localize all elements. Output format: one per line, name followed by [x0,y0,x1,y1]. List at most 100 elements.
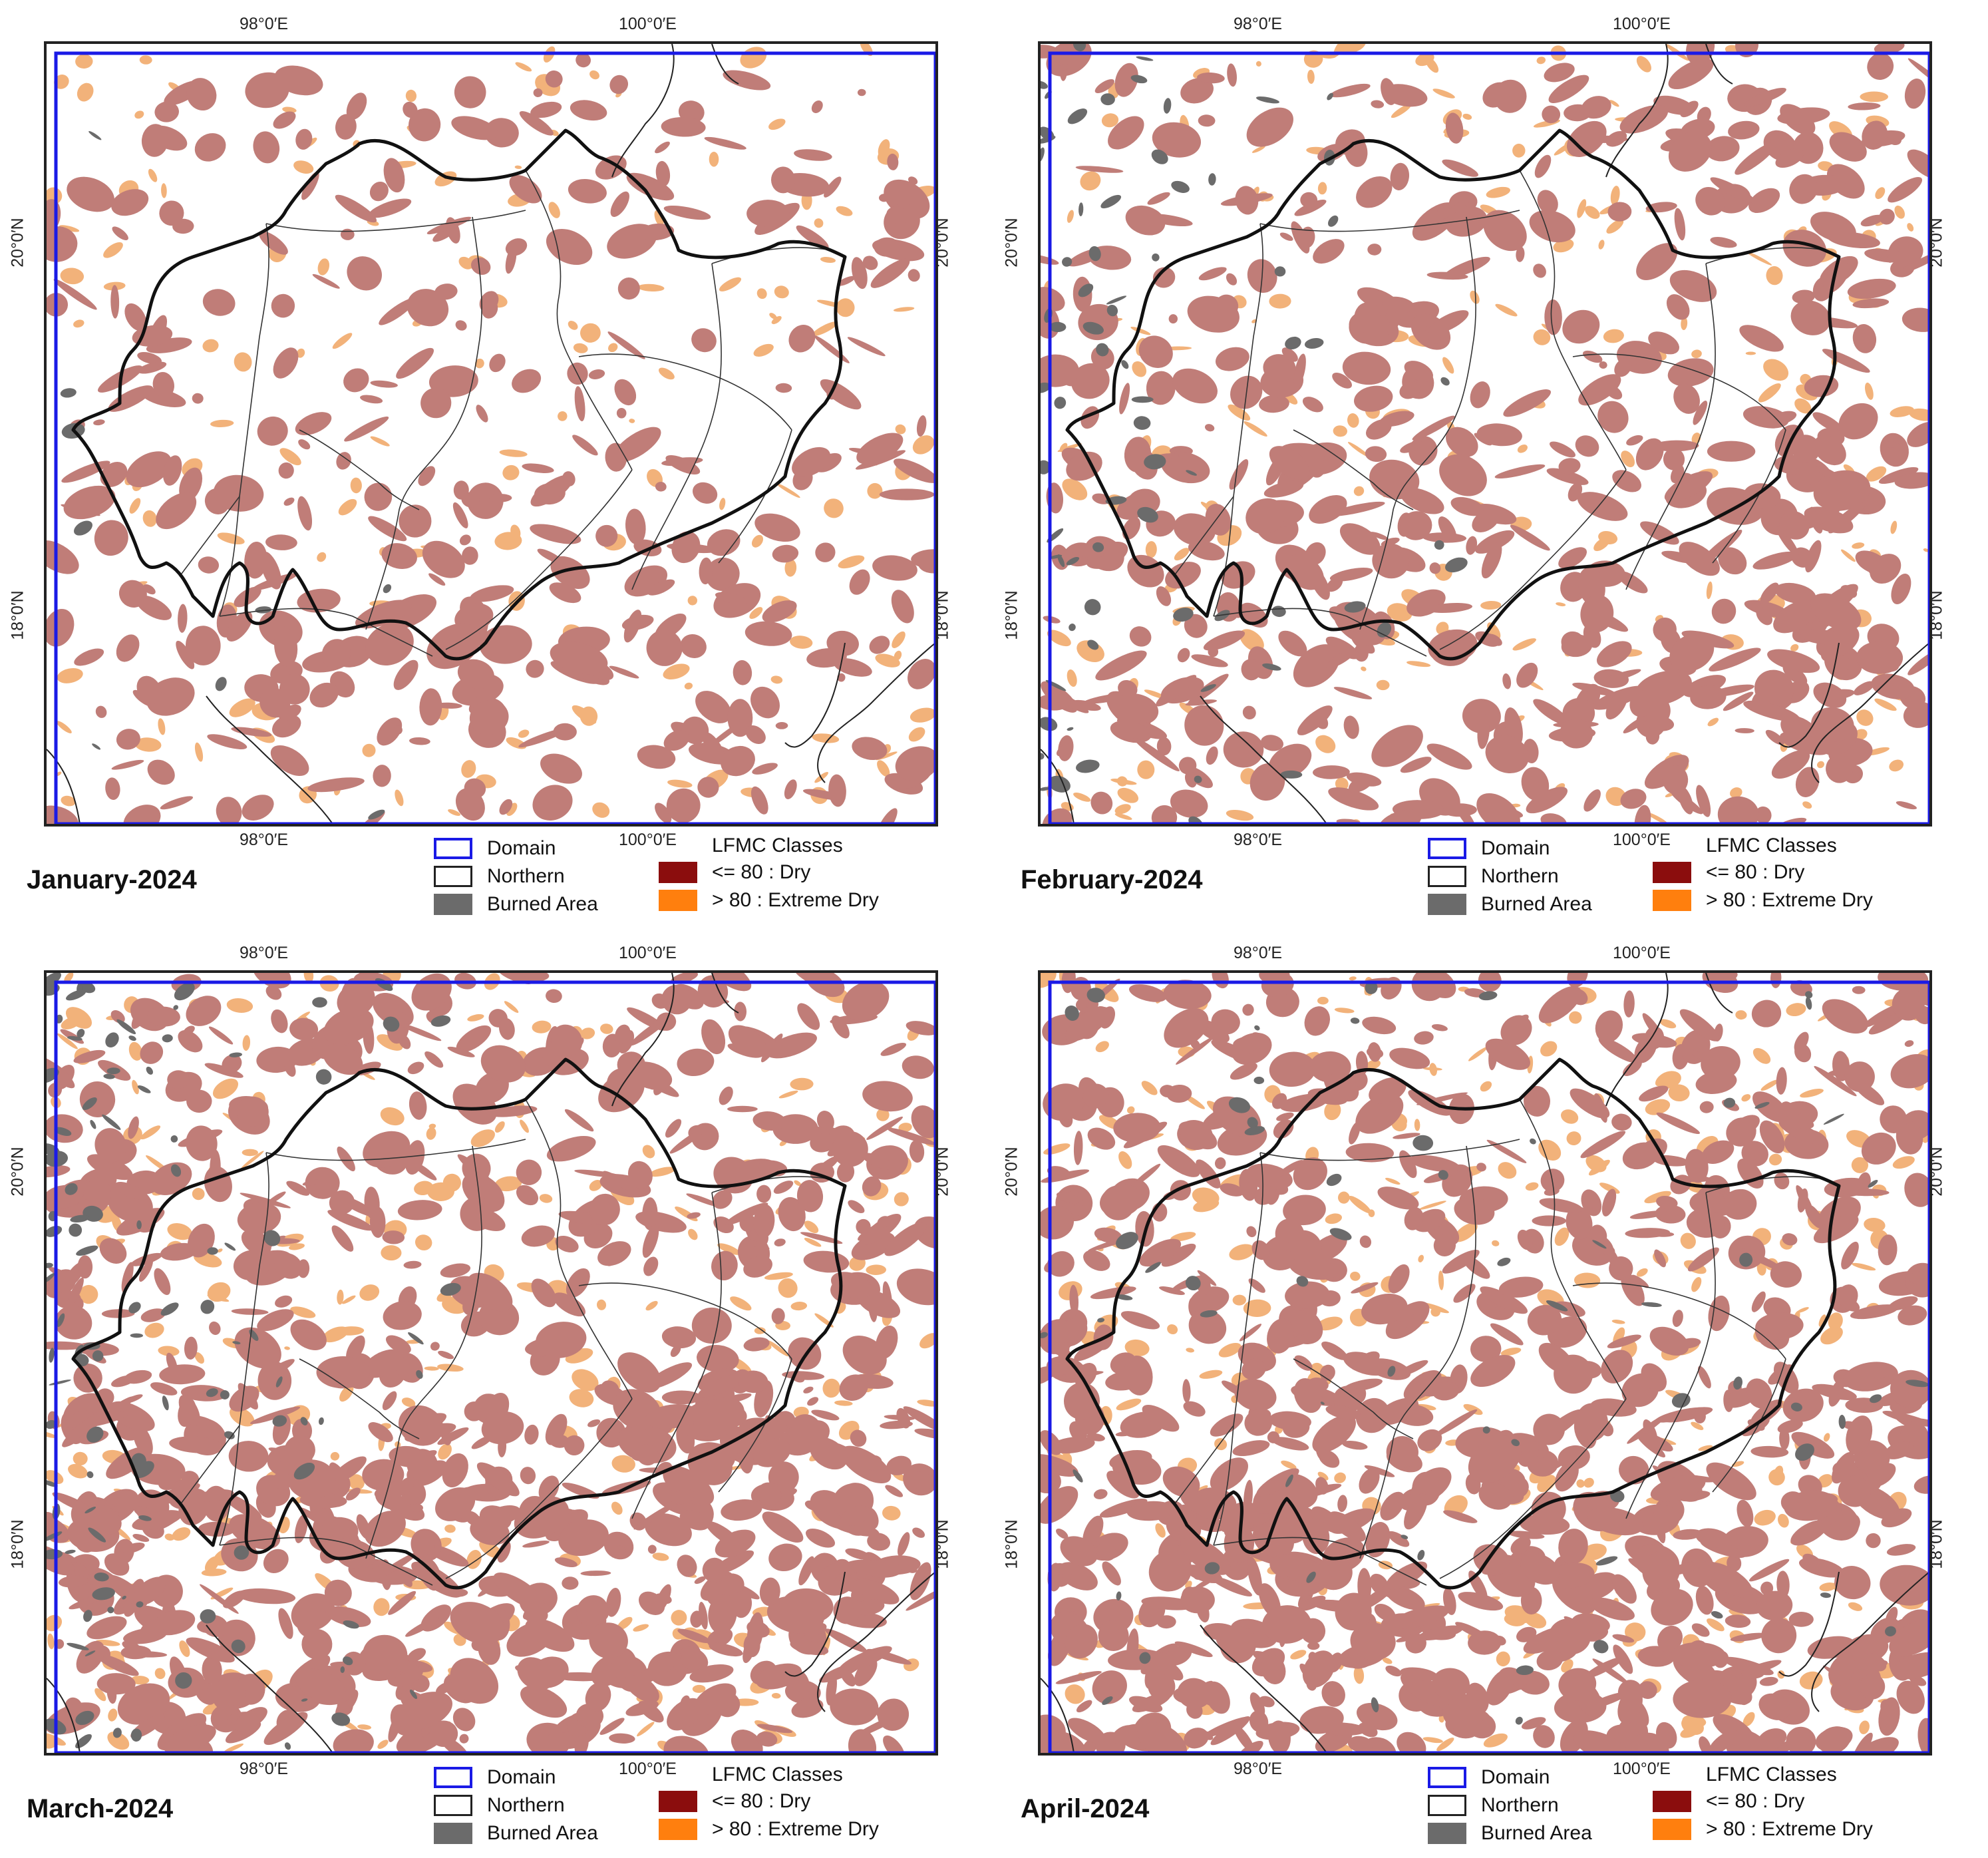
dry-patch [1315,1439,1326,1460]
extreme-dry-patch [1875,187,1886,200]
dry-patch [1886,1544,1916,1556]
panel-title: April-2024 [1021,1794,1150,1823]
dry-patch [1790,1519,1828,1546]
extreme-dry-patch [1243,1299,1271,1318]
extreme-dry-patch [1255,61,1261,67]
dry-patch [1634,805,1651,824]
extreme-dry-swatch [1653,890,1691,911]
dry-patch [1669,633,1715,672]
lat-tick-right-top: 20°0′N [1927,1147,1946,1197]
dry-patch [1198,267,1227,281]
dry-patch [661,1326,697,1349]
dry-patch [451,116,498,140]
dry-patch [452,1708,476,1732]
dry-patch [756,1724,793,1734]
extreme-dry-patch [217,1248,223,1253]
dry-patch [607,331,645,359]
extreme-dry-patch [60,268,84,285]
dry-patch [617,1423,677,1463]
dry-patch [1759,1676,1778,1686]
dry-patch [1705,1670,1752,1705]
dry-patch [1399,1150,1417,1179]
dry-patch [467,482,504,519]
dry-patch [574,1732,589,1753]
dry-patch [1371,100,1385,108]
dry-patch [1637,1681,1657,1699]
dry-patch [1878,466,1919,484]
dry-patch [638,1591,665,1615]
dry-patch [1589,1597,1635,1621]
dry-patch [1727,1555,1742,1572]
extreme-dry-patch [1766,266,1783,285]
dry-patch [1063,1186,1077,1193]
dry-patch [840,1668,856,1687]
burned-patch [1200,684,1216,692]
dry-patch [1587,1507,1644,1536]
dry-patch [1455,1622,1488,1640]
dry-patch [1184,1728,1209,1749]
dry-patch [429,1720,458,1748]
dry-patch [1082,1515,1104,1549]
dry-patch [750,686,780,719]
extreme-dry-patch [342,1295,356,1304]
country-border [1778,642,1840,748]
burned-patch [106,1067,120,1075]
dry-patch [1129,984,1167,1002]
burned-patch [1516,1665,1534,1676]
dry-patch [198,556,220,574]
dry-patch [1408,1089,1451,1116]
dry-patch [832,1131,868,1167]
dry-patch [274,65,323,96]
dry-patch [297,588,341,613]
extreme-dry-patch [756,288,767,299]
burned-patch [160,1302,179,1316]
dry-patch [156,492,197,530]
dry-patch [796,1180,824,1212]
country-border [611,44,675,178]
burned-patch [312,997,327,1008]
dry-patch [1426,603,1473,613]
dry-patch [142,584,156,595]
dry-patch [1345,1143,1394,1163]
burned-patch [47,973,61,988]
burned-patch [49,1380,71,1386]
dry-patch [1302,1650,1335,1688]
dry-patch [1847,278,1896,299]
dry-patch [1653,617,1677,642]
dry-patch [646,630,683,666]
dry-patch [388,1590,416,1615]
dry-patch [1386,1436,1418,1468]
dry-patch [1516,246,1525,262]
dry-patch [530,474,574,507]
burned-patch [94,1573,109,1582]
dry-patch [1903,701,1929,728]
dry-patch [1321,1341,1348,1360]
extreme-dry-patch [148,168,158,182]
dry-patch [1269,446,1310,480]
dry-patch [295,128,313,150]
extreme-dry-patch [892,631,906,648]
extreme-dry-patch [1818,1314,1826,1327]
dry-patch [1770,1261,1802,1288]
dry-patch [1245,498,1285,534]
dry-patch [1326,649,1356,669]
dry-patch [1502,673,1512,689]
dry-patch [690,1610,703,1628]
burned-patch [1387,1366,1396,1377]
dry-patch [666,788,701,823]
domain-box [54,51,935,824]
dry-patch [1521,767,1550,801]
burned-patch [1280,770,1303,779]
dry-patch [1086,1433,1105,1441]
dry-patch [471,1435,493,1449]
dry-patch [176,640,195,669]
domain-box [54,980,935,1753]
burned-patch [1084,599,1101,616]
dry-patch [1517,1229,1533,1250]
dry-patch [136,675,162,705]
burned-patch [224,1242,236,1251]
legend-northern: Northern [434,865,565,888]
dry-patch [1750,1445,1789,1458]
dry-patch [562,471,576,486]
dry-patch [1544,299,1562,335]
